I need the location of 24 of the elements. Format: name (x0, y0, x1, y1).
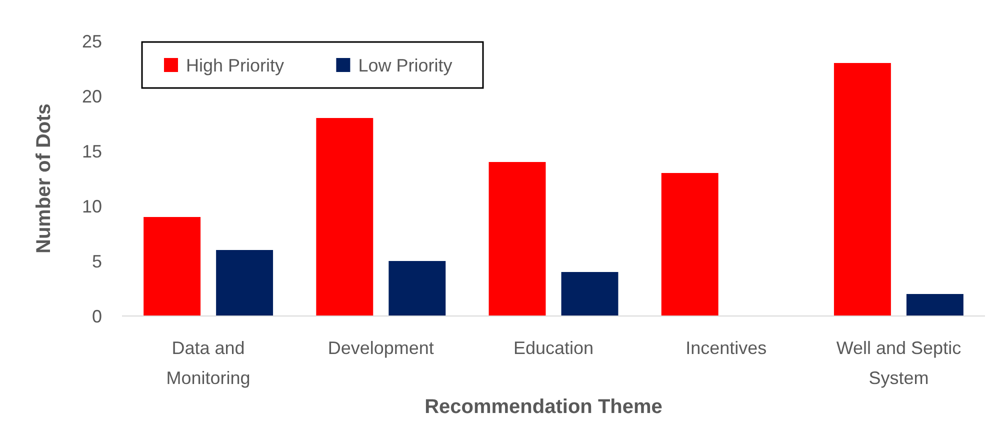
y-axis-title: Number of Dots (33, 104, 55, 254)
bar (661, 173, 718, 316)
bar (316, 118, 374, 316)
x-tick-label: Data and Monitoring (166, 338, 250, 388)
bar (144, 217, 201, 316)
x-tick-label: Development (328, 338, 434, 358)
bar (834, 63, 891, 316)
bar (561, 272, 618, 316)
y-tick-label: 25 (82, 31, 102, 52)
y-tick-label: 0 (92, 306, 102, 326)
bar (906, 294, 964, 316)
x-axis-title: Recommendation Theme (424, 396, 662, 418)
x-tick-label: Incentives (686, 338, 767, 358)
x-tick-label: Well and Septic System (836, 338, 962, 388)
y-tick-label: 5 (92, 251, 102, 272)
y-tick-label: 20 (82, 86, 102, 106)
legend-label: Low Priority (358, 55, 452, 76)
bar (388, 261, 446, 316)
y-tick-label: 15 (82, 141, 102, 162)
y-tick-label: 10 (82, 196, 102, 216)
legend-label: High Priority (186, 55, 284, 76)
bar (216, 250, 274, 316)
bar (488, 162, 546, 316)
x-tick-label: Education (513, 338, 594, 358)
